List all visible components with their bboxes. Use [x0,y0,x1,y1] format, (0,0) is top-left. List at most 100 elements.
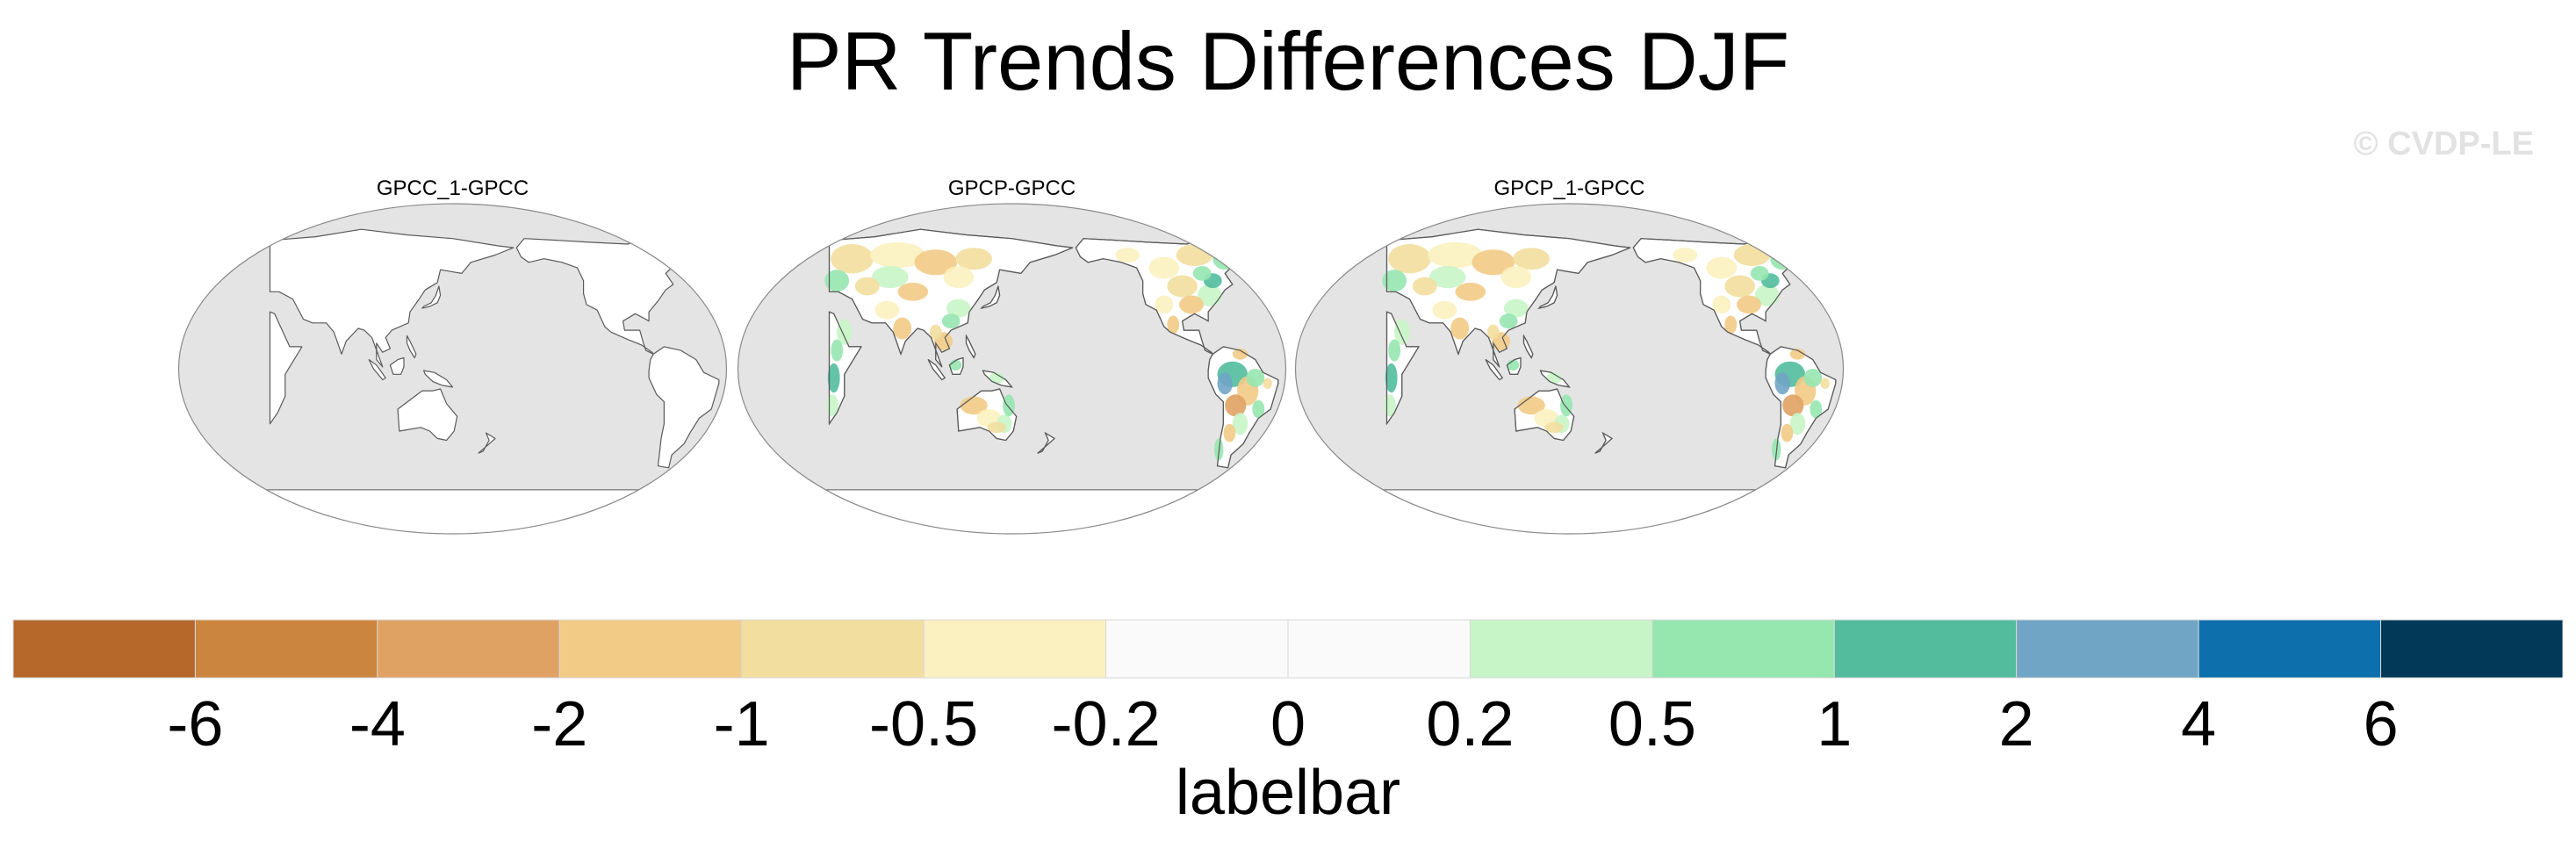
trend-difference-patch [1503,299,1529,318]
map-border [1294,203,1845,535]
world-map-robinson [1294,203,1845,535]
landmass-samerica [648,346,720,469]
trend-difference-patch [1155,295,1174,314]
trend-difference-patch [837,319,853,345]
trend-difference-patch [1252,399,1265,419]
trend-difference-patch [1781,423,1794,443]
colorbar [12,619,2564,679]
coastline-philippines [965,334,976,359]
colorbar-swatch [923,619,1107,679]
trend-difference-patch [1803,369,1823,387]
panel-title: GPCP-GPCC [947,176,1076,200]
landmass-newguinea [423,370,454,388]
trend-difference-patch [960,396,988,415]
map-panel-3: GPCP_1-GPCC [1294,176,1845,544]
trend-difference-patch [943,266,975,289]
trend-difference-patch [1774,372,1790,395]
landmass-borneo [389,356,405,375]
coastline-africaEdge [828,311,862,426]
trend-difference-patch [872,266,909,289]
colorbar-tick-label: 4 [2181,689,2217,759]
trend-difference-patch [1428,241,1483,269]
coastline-borneo [948,356,964,375]
coastline-australia [956,388,1018,442]
coastline-newguinea [1539,370,1571,388]
coastline-sumatra [1485,359,1504,381]
panel-title: GPCP_1-GPCC [1493,176,1645,200]
trend-difference-patch [955,248,992,270]
trend-difference-patch [1820,378,1830,389]
trend-difference-patch [897,282,929,301]
trend-difference-patch [1500,266,1532,289]
trend-difference-patch [1737,295,1761,314]
trend-difference-patch [1192,266,1212,281]
landmass-eurasia [269,228,514,368]
coastline-australia [1514,388,1575,442]
trend-difference-patch [1789,413,1806,435]
landmass-philippines [406,335,417,359]
colorbar-swatch [12,619,196,679]
trend-difference-patch [1115,248,1140,263]
trend-difference-patch [987,421,1006,434]
trend-difference-patch [1513,248,1550,270]
trend-difference-patch [1412,277,1437,296]
coastline-nz [1037,431,1056,454]
trend-difference-patch [1455,282,1486,301]
map-border [177,203,728,535]
colorbar-tick-label: -2 [531,689,588,759]
trend-difference-patch [1176,244,1213,266]
colorbar-swatch [2380,619,2564,679]
landmass-sumatra [368,359,386,381]
trend-difference-patch [831,244,874,274]
trend-difference-patch [854,277,880,296]
trend-difference-patch [1148,256,1180,279]
trend-difference-patch [1246,369,1265,387]
trend-difference-patch [893,317,912,340]
trend-difference-patch [914,249,958,276]
trend-difference-patch [1517,396,1545,415]
trend-difference-patch [1167,275,1198,298]
colorbar-tick-label: -0.2 [1051,689,1161,759]
trend-difference-patch [1754,284,1780,306]
colorbar-tick-label: -4 [349,689,406,759]
coastline-greenland [1781,215,1844,260]
colorbar-tick-label: 6 [2363,689,2399,759]
coastline-japan [1537,285,1558,310]
trend-difference-patch [1733,244,1771,266]
world-map-robinson [737,203,1287,535]
coastline-nz [1594,431,1614,454]
trend-difference-patch [1499,313,1518,329]
trend-difference-patch [1789,349,1806,360]
trend-difference-patch [874,300,900,320]
credit-watermark: © CVDP-LE [2353,126,2534,162]
trend-difference-patch [824,270,850,292]
trend-difference-patch [1382,270,1407,292]
trend-difference-patch [1471,249,1515,276]
trend-difference-patch [1486,324,1500,340]
trend-difference-patch [827,363,840,393]
landmass-greenland [1781,216,1844,260]
trend-difference-patch [941,313,961,329]
trend-difference-patch [870,241,925,269]
colorbar-swatch [2198,619,2382,679]
trend-difference-patch [1724,275,1755,298]
trend-difference-patch [1388,244,1431,274]
trend-difference-patch [1820,240,1836,255]
trend-difference-patch [1394,319,1410,345]
colorbar-label: labelbar [1175,758,1401,828]
trend-difference-patch [946,299,971,318]
trend-difference-patch [1546,372,1562,384]
landmass-africaEdge [269,311,303,425]
colorbar-tick-label: 0.2 [1426,689,1515,759]
trend-difference-patch [1432,300,1457,320]
coastline-sumatra [927,359,946,381]
colorbar-tick-label: -1 [713,689,770,759]
trend-difference-patch [1750,266,1769,281]
trend-difference-patch [929,324,942,340]
colorbar-tick-label: 2 [1998,689,2034,759]
trend-difference-patch [1544,421,1564,434]
trend-difference-patch [1223,423,1236,443]
colorbar-tick-label: 0.5 [1608,689,1696,759]
map-panel-2: GPCP-GPCC [737,176,1287,544]
colorbar-swatch [1105,619,1289,679]
